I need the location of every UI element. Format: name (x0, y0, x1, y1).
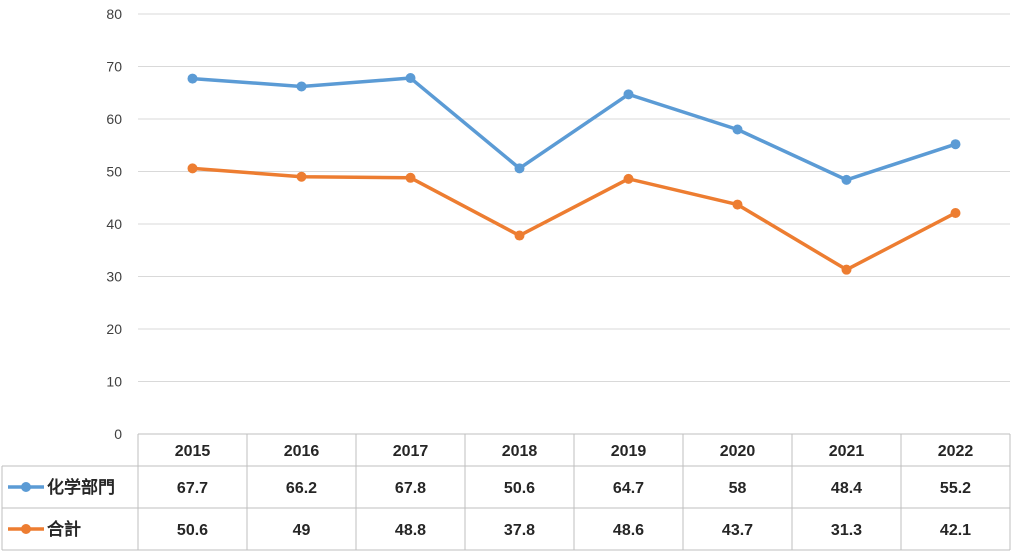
data-label: 48.4 (831, 480, 862, 497)
data-table: 2015 2016 2017 2018 2019 2020 2021 2022 化学部門 67.7… (1, 433, 1011, 551)
category-label: 2022 (938, 443, 974, 460)
category-label: 2020 (720, 443, 756, 460)
series-points (187, 73, 961, 275)
y-tick-label: 40 (106, 216, 122, 232)
data-point (623, 173, 634, 184)
legend-key-marker (21, 482, 31, 492)
data-point (405, 172, 416, 183)
category-label: 2016 (284, 443, 320, 460)
data-point (623, 89, 634, 100)
category-label: 2021 (829, 443, 865, 460)
data-point (187, 73, 198, 84)
data-point (405, 73, 416, 84)
data-label: 58 (729, 480, 747, 497)
data-point (950, 207, 961, 218)
data-label: 50.6 (504, 480, 535, 497)
category-label: 2019 (611, 443, 647, 460)
data-point (841, 174, 852, 185)
data-label: 37.8 (504, 522, 535, 539)
data-label: 48.6 (613, 522, 644, 539)
data-label: 49 (293, 522, 311, 539)
category-label: 2018 (502, 443, 538, 460)
y-tick-label: 50 (106, 164, 122, 180)
data-point (296, 81, 307, 92)
y-tick-label: 60 (106, 111, 122, 127)
series-name: 合計 (47, 519, 81, 539)
data-label: 48.8 (395, 522, 426, 539)
y-tick-label: 20 (106, 321, 122, 337)
data-point (514, 163, 525, 174)
category-label: 2017 (393, 443, 429, 460)
data-label: 64.7 (613, 480, 644, 497)
data-label: 66.2 (286, 480, 317, 497)
y-tick-label: 70 (106, 59, 122, 75)
series-line (190, 76, 958, 182)
data-label: 67.7 (177, 480, 208, 497)
data-point (841, 264, 852, 275)
data-point (514, 230, 525, 241)
y-tick-label: 0 (114, 426, 122, 442)
data-label: 50.6 (177, 522, 208, 539)
y-axis: 0 10 20 30 40 50 60 70 80 (106, 6, 122, 442)
data-point (950, 139, 961, 150)
data-point (296, 171, 307, 182)
category-label: 2015 (175, 443, 211, 460)
data-label: 43.7 (722, 522, 753, 539)
data-label: 55.2 (940, 480, 971, 497)
y-tick-label: 80 (106, 6, 122, 22)
series-line (190, 166, 958, 272)
series-name: 化学部門 (47, 477, 115, 497)
gridlines (138, 13, 1010, 382)
series-lines (190, 76, 958, 272)
legend-key-marker (21, 524, 31, 534)
y-tick-label: 10 (106, 374, 122, 390)
data-label: 42.1 (940, 522, 971, 539)
data-label: 31.3 (831, 522, 862, 539)
data-point (187, 163, 198, 174)
data-point (732, 124, 743, 135)
data-label: 67.8 (395, 480, 426, 497)
y-tick-label: 30 (106, 269, 122, 285)
data-point (732, 199, 743, 210)
